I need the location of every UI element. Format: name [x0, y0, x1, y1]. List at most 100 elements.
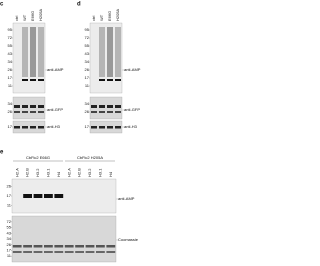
- panel-letter: e: [0, 150, 4, 156]
- band: [38, 111, 44, 113]
- lane-label: ctrl: [91, 16, 96, 21]
- band: [38, 126, 44, 129]
- band: [107, 79, 113, 81]
- marker-label: 26: [7, 242, 12, 247]
- marker-label: 34: [8, 59, 13, 64]
- band: [107, 105, 113, 108]
- band: [22, 111, 28, 113]
- band: [106, 245, 116, 248]
- band: [14, 126, 20, 129]
- band: [75, 245, 84, 248]
- marker-label: 26: [85, 109, 90, 114]
- blot-label: anti-GFP: [47, 107, 63, 112]
- marker-label: 26: [85, 67, 90, 72]
- marker-label: 72: [7, 219, 12, 224]
- marker-label: 55: [7, 225, 12, 230]
- lane-label: H3.2: [87, 168, 92, 177]
- band: [115, 79, 121, 81]
- marker-label: 72: [85, 35, 90, 40]
- smear: [22, 27, 28, 77]
- panel-letter: d: [77, 2, 81, 8]
- band: [75, 251, 84, 253]
- band: [38, 105, 44, 108]
- band: [54, 194, 64, 198]
- lane-label: H2.A: [14, 168, 19, 177]
- band: [23, 251, 32, 253]
- marker-label: 26: [8, 109, 13, 114]
- band: [91, 105, 97, 108]
- band: [44, 245, 53, 248]
- marker-label: 11: [7, 202, 12, 207]
- band: [99, 79, 105, 81]
- band: [115, 111, 121, 113]
- band: [30, 111, 36, 113]
- lane-label: H2.A: [66, 168, 71, 177]
- lane-label: H2.B: [77, 168, 82, 177]
- marker-label: 17: [8, 124, 13, 129]
- lane-label: H3.1: [45, 168, 50, 177]
- marker-label: 95: [85, 27, 90, 32]
- marker-label: 43: [8, 51, 13, 56]
- band: [22, 126, 28, 129]
- lane-label: H4: [56, 171, 61, 177]
- lane-label: ctrl: [14, 16, 19, 21]
- marker-label: 17: [85, 124, 90, 129]
- marker-label: 17: [85, 75, 90, 80]
- lane-label: H2.B: [25, 168, 30, 177]
- band: [22, 79, 28, 81]
- smear: [38, 27, 44, 77]
- band: [44, 194, 53, 198]
- band: [30, 79, 36, 81]
- band: [54, 251, 64, 253]
- blot-label: anti-AMP: [118, 196, 135, 201]
- band: [96, 251, 105, 253]
- band: [30, 105, 36, 108]
- band: [22, 105, 28, 108]
- lane-label: H3.2: [35, 168, 40, 177]
- blot-label: Coomassie: [118, 237, 139, 242]
- band: [33, 251, 43, 253]
- band: [12, 245, 22, 248]
- blot-label: anti-AMP: [124, 67, 141, 72]
- band: [64, 251, 74, 253]
- band: [44, 251, 53, 253]
- band: [14, 105, 20, 108]
- marker-label: 72: [8, 35, 13, 40]
- smear: [99, 27, 105, 77]
- marker-label: 11: [7, 253, 12, 258]
- blot-label: anti-AMP: [47, 67, 64, 72]
- lane-label: WT: [22, 14, 27, 21]
- band: [91, 111, 97, 113]
- group-label: CbFic2 H205A: [77, 155, 103, 160]
- marker-label: 11: [85, 83, 90, 88]
- smear: [107, 27, 113, 77]
- blot: [89, 96, 123, 120]
- band: [85, 251, 95, 253]
- band: [115, 105, 121, 108]
- blot-label: anti-H3: [124, 124, 138, 129]
- band: [23, 194, 32, 198]
- panel-letter: c: [0, 2, 4, 8]
- blot-label: anti-GFP: [124, 107, 140, 112]
- band: [54, 245, 64, 248]
- marker-label: 17: [7, 193, 12, 198]
- marker-label: 43: [85, 51, 90, 56]
- lane-label: E66G: [107, 11, 112, 21]
- blot: [12, 96, 46, 120]
- band: [85, 245, 95, 248]
- marker-label: 26: [7, 184, 12, 189]
- band: [106, 251, 116, 253]
- marker-label: 34: [7, 236, 12, 241]
- lane-label: H3.1: [97, 168, 102, 177]
- band: [64, 245, 74, 248]
- marker-label: 17: [7, 247, 12, 252]
- lane-label: E66G: [30, 11, 35, 21]
- band: [33, 194, 43, 198]
- smear: [30, 27, 36, 77]
- marker-label: 43: [7, 230, 12, 235]
- lane-label: WT: [99, 14, 104, 21]
- lane-label: H205A: [115, 8, 120, 21]
- marker-label: 55: [85, 43, 90, 48]
- band: [99, 126, 105, 129]
